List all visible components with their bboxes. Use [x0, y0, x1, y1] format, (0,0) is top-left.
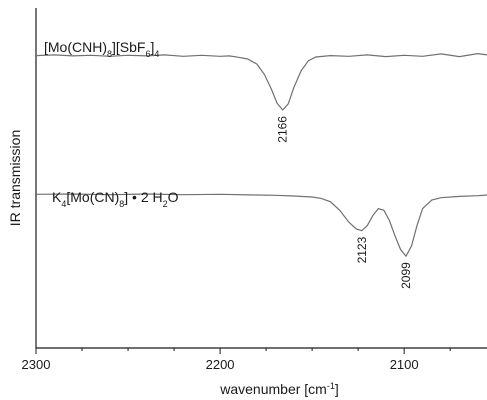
x-tick-label: 2200: [206, 357, 235, 372]
peak-label: 2123: [355, 236, 369, 263]
x-tick-label: 2300: [22, 357, 51, 372]
x-axis-label: wavenumber [cm-1]: [219, 381, 339, 397]
peak-label: 2166: [276, 116, 290, 143]
series-line: [35, 52, 487, 111]
series-label: [Mo(CNH)8][SbF6]4: [44, 39, 159, 59]
series-line: [35, 193, 487, 258]
series-label: K4[Mo(CN)8] • 2 H2O: [52, 189, 179, 209]
x-tick-label: 2100: [390, 357, 419, 372]
y-axis-label: IR transmission: [7, 130, 23, 226]
peak-label: 2099: [399, 262, 413, 289]
